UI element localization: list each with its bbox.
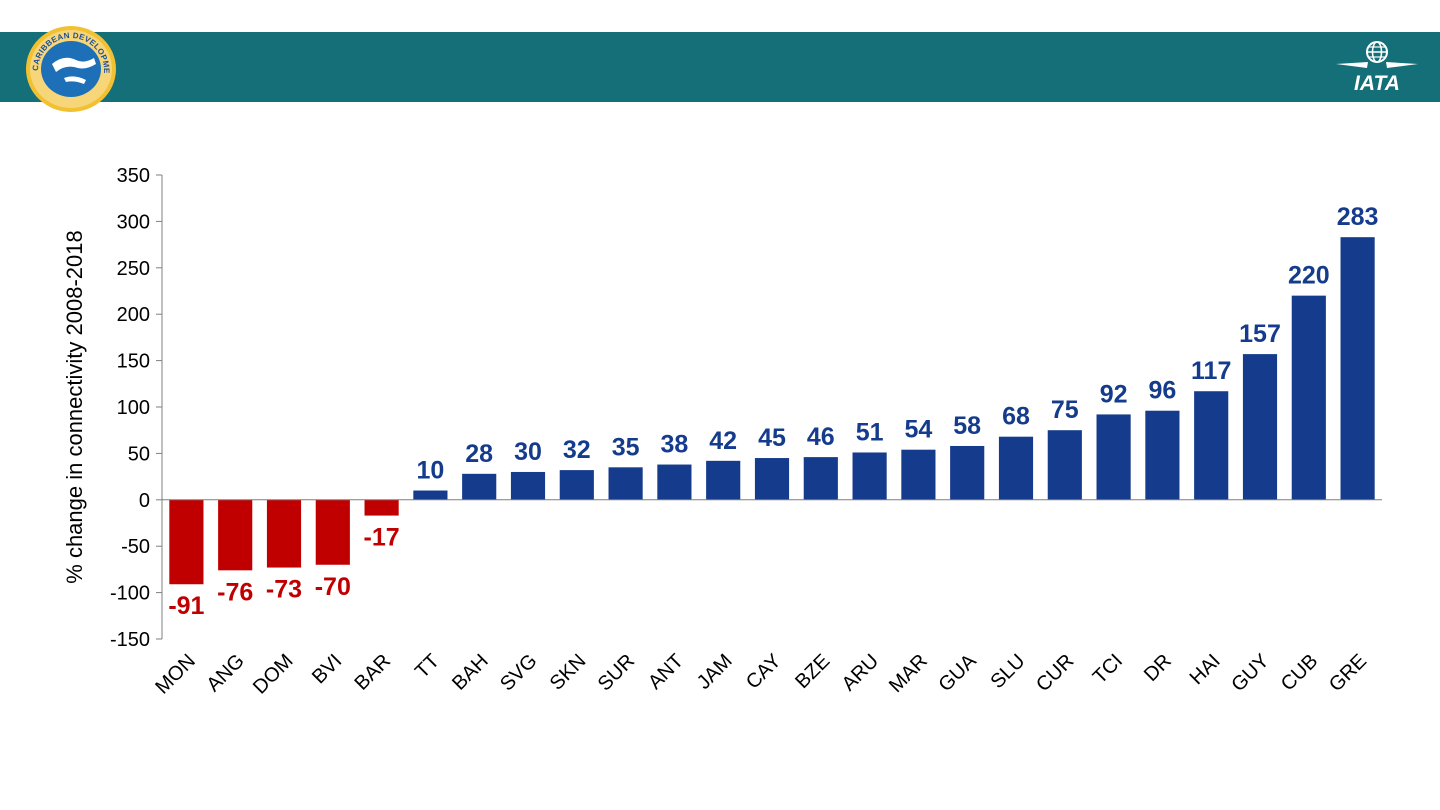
- bar: [754, 458, 790, 500]
- bar: [1096, 414, 1131, 500]
- data-label: -70: [315, 573, 351, 601]
- data-label: 96: [1148, 377, 1176, 405]
- category-label: BAR: [350, 650, 395, 695]
- y-axis-title: % change in connectivity 2008-2018: [62, 230, 87, 583]
- data-label: -76: [217, 578, 253, 606]
- data-label: 68: [1002, 403, 1030, 431]
- iata-logo-text: IATA: [1354, 72, 1400, 94]
- data-label: -91: [168, 592, 204, 620]
- category-label: SUR: [594, 650, 639, 695]
- category-label: TT: [411, 650, 444, 683]
- category-label: DOM: [249, 650, 298, 699]
- category-label: CAY: [742, 650, 786, 694]
- data-label: 58: [953, 412, 981, 440]
- data-label: 45: [758, 424, 786, 452]
- category-label: GRE: [1325, 650, 1371, 696]
- data-label: 35: [612, 433, 640, 461]
- data-label: 30: [514, 438, 542, 466]
- bar: [1194, 391, 1229, 500]
- bar: [657, 464, 692, 500]
- bar: [413, 490, 448, 500]
- category-label: SLU: [986, 650, 1029, 693]
- bar: [1242, 354, 1278, 500]
- bar: [706, 460, 741, 500]
- category-label: GUY: [1227, 650, 1273, 696]
- data-label: 32: [563, 436, 591, 464]
- category-label: JAM: [693, 650, 737, 694]
- data-label: 51: [856, 418, 884, 446]
- y-tick-label: -150: [110, 629, 150, 651]
- bar: [998, 436, 1034, 500]
- bar: [901, 449, 936, 500]
- data-label: 157: [1239, 320, 1281, 348]
- cdb-logo: CARIBBEAN DEVELOPMENT BANK: [24, 24, 116, 112]
- category-label: BAH: [448, 650, 493, 695]
- category-label: CUB: [1277, 650, 1322, 695]
- bar: [1047, 430, 1082, 500]
- data-label: 46: [807, 423, 835, 451]
- y-tick-label: 350: [117, 165, 150, 187]
- y-tick-label: -50: [121, 536, 150, 558]
- category-label: ANG: [203, 650, 249, 696]
- data-label: 42: [709, 427, 737, 455]
- y-tick-label: 200: [117, 304, 150, 326]
- data-label: 117: [1191, 357, 1231, 385]
- bar: [1291, 295, 1326, 500]
- category-label: BZE: [791, 650, 834, 693]
- y-tick-label: 0: [139, 490, 150, 512]
- data-label: 38: [660, 431, 688, 459]
- category-label: SVG: [496, 650, 541, 695]
- y-tick-label: -100: [110, 583, 150, 605]
- data-label: 283: [1337, 203, 1379, 231]
- data-label: 28: [465, 440, 493, 468]
- bar: [608, 467, 643, 500]
- bar: [1340, 237, 1375, 500]
- bar: [803, 457, 838, 500]
- data-label: 220: [1288, 262, 1330, 290]
- category-label: HAI: [1186, 650, 1225, 689]
- y-tick-label: 300: [117, 211, 150, 233]
- category-label: MAR: [885, 650, 932, 697]
- bar: [462, 473, 497, 500]
- y-tick-label: 150: [117, 351, 150, 373]
- bar: [510, 471, 546, 500]
- bar: [218, 499, 253, 571]
- data-label: 54: [904, 416, 932, 444]
- y-tick-label: 250: [117, 258, 150, 280]
- data-label: 92: [1100, 380, 1128, 408]
- category-label: BVI: [308, 650, 346, 688]
- y-tick-label: 50: [128, 443, 150, 465]
- data-label: -17: [364, 524, 400, 552]
- category-label: ANT: [644, 650, 688, 694]
- category-label: SKN: [546, 650, 591, 695]
- category-label: DR: [1140, 650, 1176, 686]
- category-label: TCI: [1089, 650, 1127, 688]
- bar: [266, 499, 302, 568]
- y-tick-label: 100: [117, 397, 150, 419]
- bar: [169, 499, 204, 585]
- data-label: 75: [1051, 396, 1079, 424]
- category-label: GUA: [935, 650, 982, 697]
- data-label: 10: [416, 457, 444, 485]
- bar: [559, 470, 594, 500]
- header-band: [0, 32, 1440, 102]
- bar: [950, 445, 985, 500]
- data-label: -73: [266, 576, 302, 604]
- iata-logo: IATA: [1336, 41, 1418, 94]
- category-label: CUR: [1032, 650, 1078, 696]
- bar: [1145, 410, 1180, 500]
- bar: [315, 499, 350, 565]
- bar: [364, 499, 399, 516]
- bar: [852, 452, 887, 500]
- category-label: ARU: [838, 650, 883, 695]
- category-label: MON: [151, 650, 200, 699]
